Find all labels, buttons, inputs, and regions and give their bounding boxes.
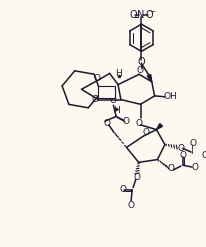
Polygon shape <box>147 75 152 82</box>
Text: O: O <box>135 119 142 127</box>
Text: Abs: Abs <box>100 88 114 97</box>
Text: OH: OH <box>164 92 177 101</box>
Text: H: H <box>113 106 119 115</box>
Text: O: O <box>110 96 117 105</box>
Text: O: O <box>143 128 150 137</box>
Text: O: O <box>93 75 100 83</box>
Text: O: O <box>202 151 206 160</box>
Polygon shape <box>157 124 163 130</box>
Text: O: O <box>191 163 198 172</box>
Text: H: H <box>116 69 122 78</box>
Text: O: O <box>138 57 145 67</box>
Text: O: O <box>123 117 130 126</box>
Text: O: O <box>190 139 197 148</box>
Text: N: N <box>137 10 145 20</box>
Text: O: O <box>137 66 144 75</box>
Text: O: O <box>91 95 98 104</box>
Text: O: O <box>179 151 186 160</box>
Text: −: − <box>149 9 155 16</box>
Text: O: O <box>133 173 140 182</box>
Text: O: O <box>146 10 153 20</box>
Text: O: O <box>103 119 110 127</box>
Text: O: O <box>119 185 126 194</box>
Text: O: O <box>129 10 137 20</box>
Text: O: O <box>177 144 184 153</box>
FancyBboxPatch shape <box>98 86 115 98</box>
Text: O: O <box>168 165 175 173</box>
Text: O: O <box>128 201 135 210</box>
